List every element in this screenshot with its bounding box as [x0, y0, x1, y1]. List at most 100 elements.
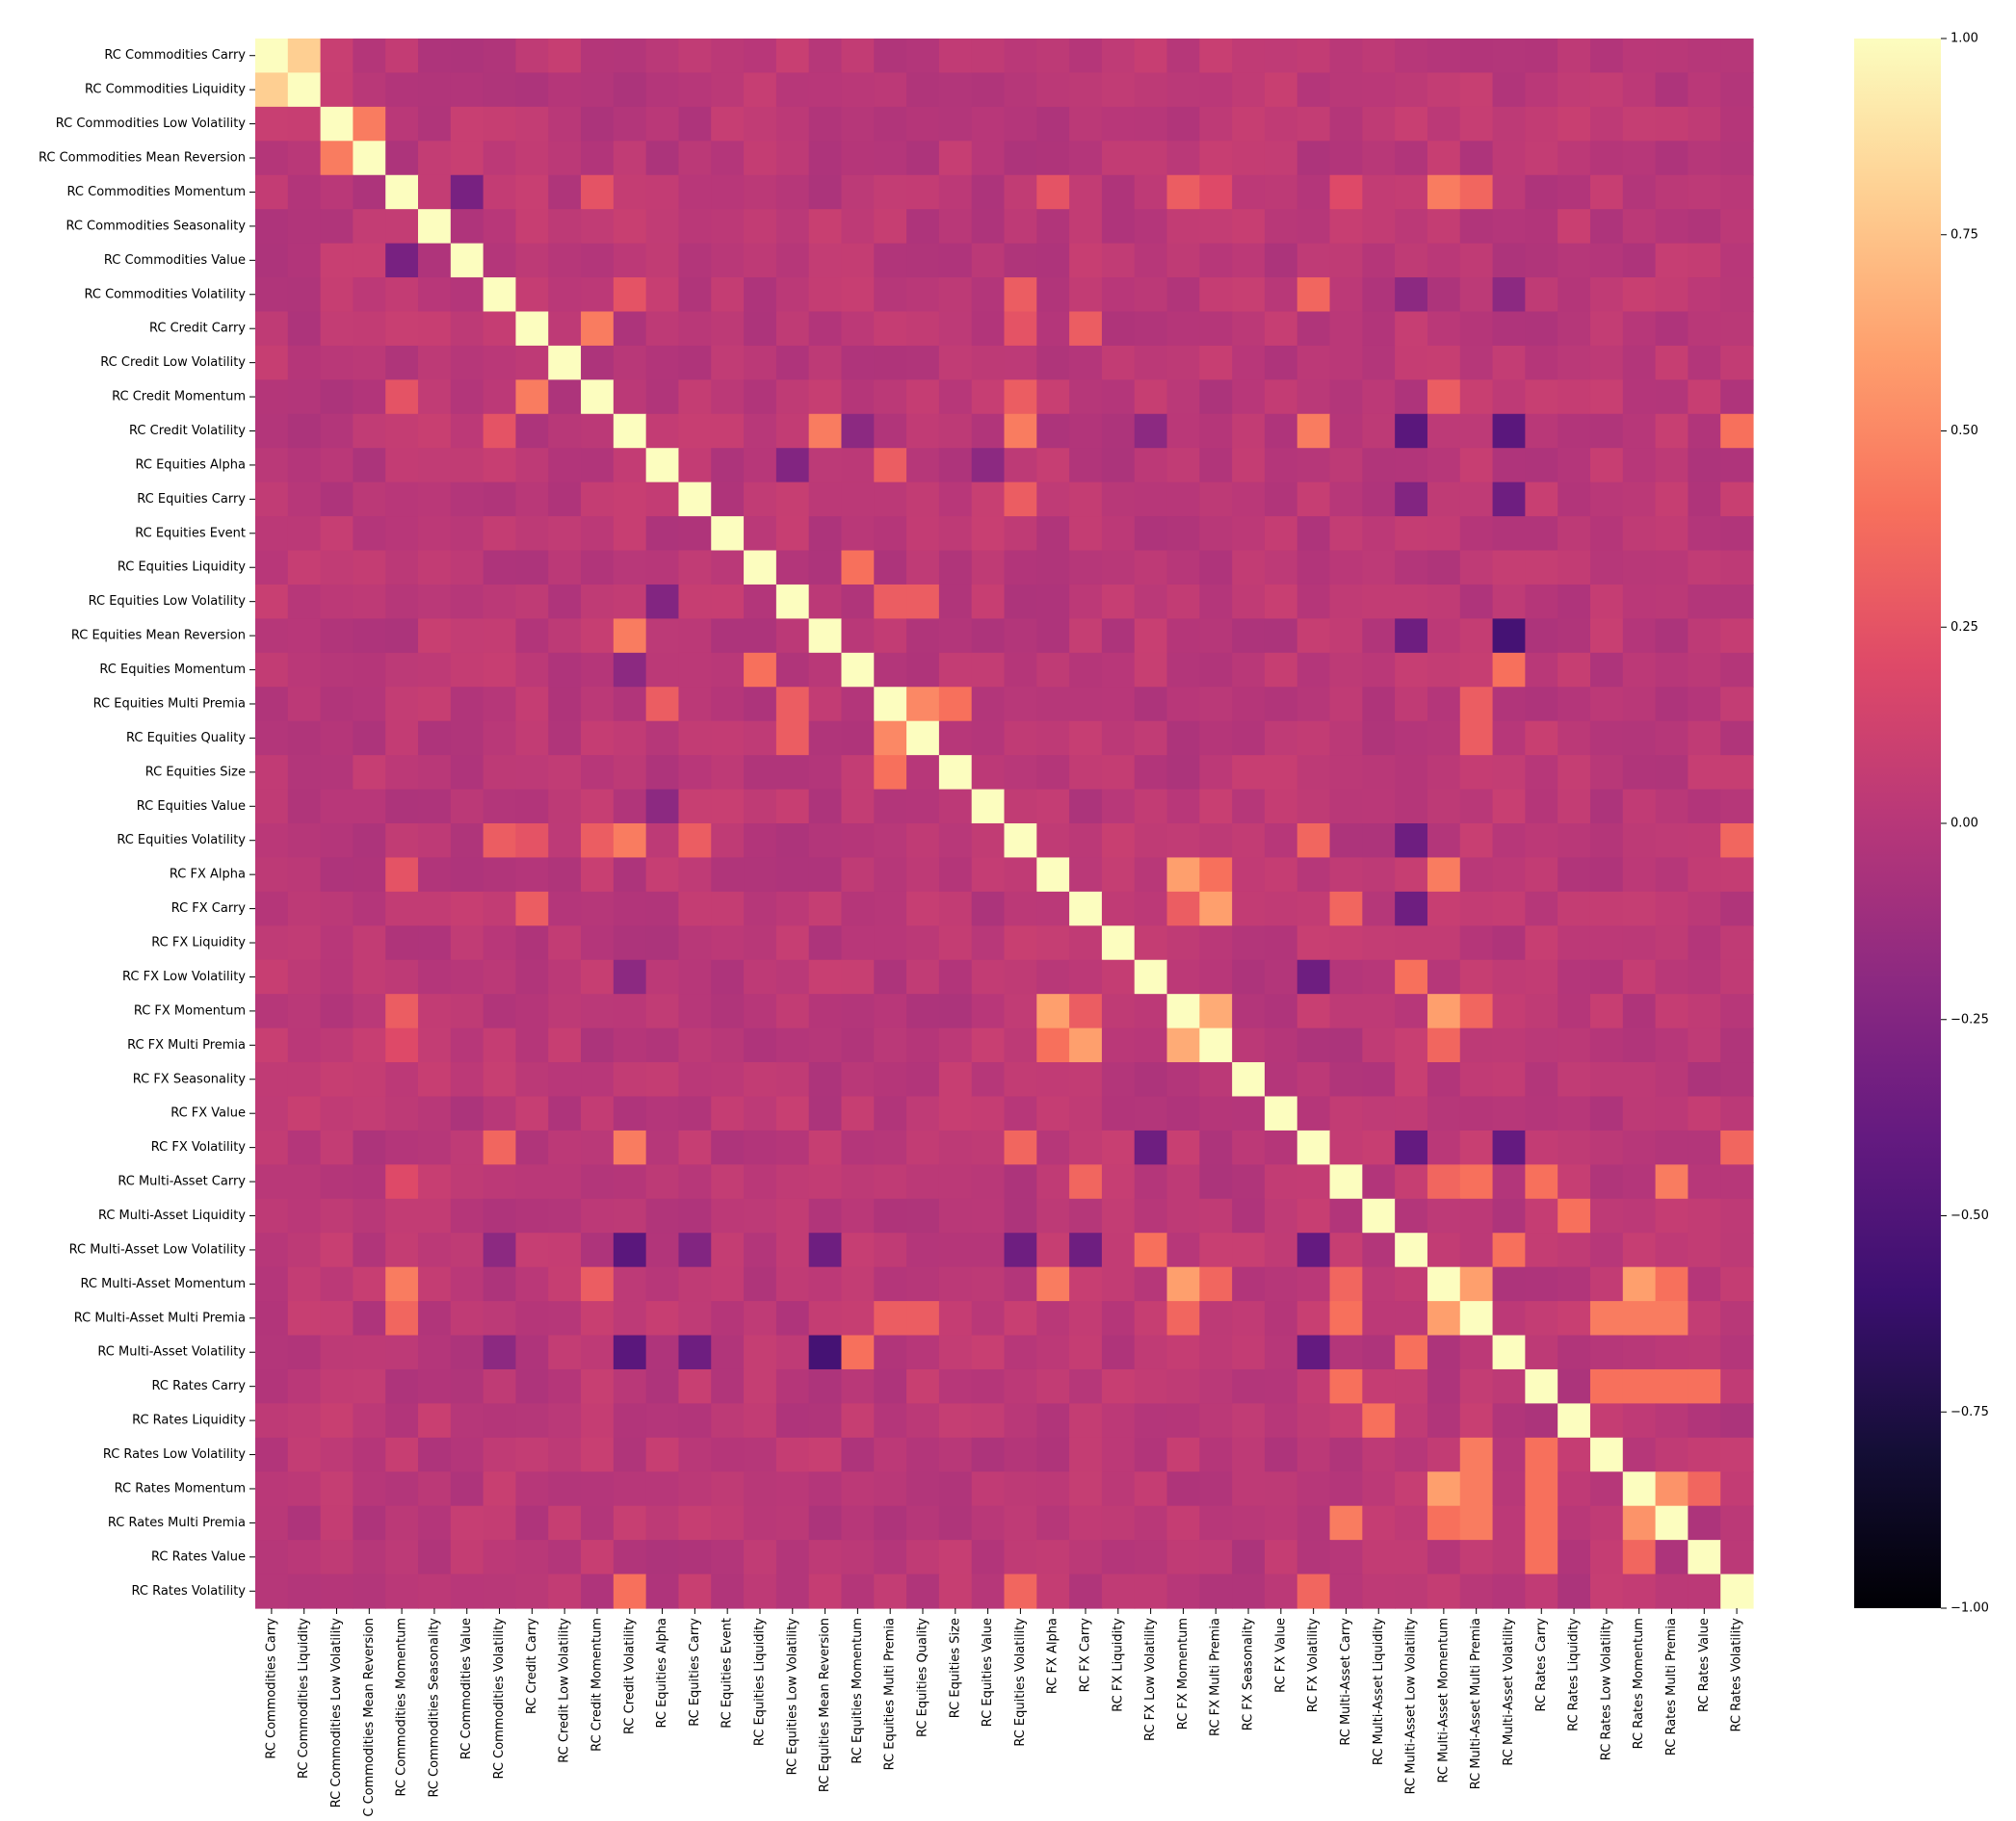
heatmap-cell	[971, 311, 1006, 347]
heatmap-cell	[1525, 1301, 1558, 1337]
heatmap-cell	[1036, 1164, 1070, 1200]
heatmap-cell	[678, 857, 712, 893]
heatmap-cell	[1395, 141, 1428, 176]
heatmap-cell	[1655, 311, 1689, 347]
heatmap-cell	[1069, 1266, 1103, 1302]
heatmap-cell	[938, 959, 973, 995]
heatmap-cell	[1232, 755, 1266, 791]
heatmap-cell	[1199, 174, 1233, 210]
heatmap-cell	[1166, 413, 1200, 449]
heatmap-cell	[775, 345, 810, 380]
heatmap-cell	[1459, 141, 1494, 176]
heatmap-cell	[353, 1266, 386, 1302]
heatmap-cell	[385, 141, 419, 176]
heatmap-cell	[1264, 755, 1298, 791]
heatmap-cell	[1199, 1574, 1233, 1609]
heatmap-cell	[971, 789, 1006, 824]
heatmap-cell	[1101, 448, 1136, 483]
heatmap-cell	[938, 789, 973, 824]
heatmap-cell	[287, 1403, 322, 1439]
heatmap-cell	[450, 345, 484, 380]
colorbar-gradient	[1854, 39, 1941, 1608]
heatmap-cell	[1395, 652, 1428, 688]
heatmap-cell	[1459, 481, 1494, 517]
heatmap-cell	[1622, 1301, 1657, 1337]
heatmap-cell	[581, 687, 615, 722]
heatmap-cell	[1589, 687, 1624, 722]
x-tick-label: RC Credit Low Volatility	[558, 1618, 572, 1763]
heatmap-cell	[1492, 720, 1526, 756]
heatmap-cell	[418, 584, 452, 619]
heatmap-cell	[808, 311, 843, 347]
heatmap-cell	[971, 174, 1006, 210]
heatmap-cell	[1558, 345, 1591, 380]
heatmap-cell	[548, 1233, 582, 1268]
heatmap-cell	[385, 1335, 419, 1370]
heatmap-cell	[1329, 1437, 1363, 1472]
heatmap-cell	[1492, 141, 1526, 176]
heatmap-cell	[1589, 1403, 1624, 1439]
heatmap-cell	[581, 857, 615, 893]
heatmap-cell	[1069, 448, 1103, 483]
heatmap-cell	[450, 959, 484, 995]
heatmap-cell	[775, 106, 810, 142]
heatmap-cell	[1362, 584, 1396, 619]
heatmap-cell	[515, 994, 549, 1029]
heatmap-cell	[1622, 141, 1657, 176]
heatmap-cell	[450, 891, 484, 926]
heatmap-cell	[1427, 1471, 1461, 1507]
heatmap-cell	[1589, 994, 1624, 1029]
y-tick-label: RC Commodities Mean Reversion	[39, 151, 246, 166]
heatmap-cell	[1004, 618, 1037, 654]
heatmap-cell	[255, 243, 289, 278]
heatmap-cell	[711, 1505, 745, 1541]
heatmap-cell	[418, 994, 452, 1029]
heatmap-cell	[1589, 789, 1624, 824]
heatmap-cell	[613, 516, 647, 552]
heatmap-cell	[711, 755, 745, 791]
heatmap-cell	[418, 1130, 452, 1165]
heatmap-cell	[1232, 891, 1266, 926]
heatmap-cell	[1459, 823, 1494, 859]
heatmap-cell	[1296, 516, 1331, 552]
heatmap-cell	[1101, 1574, 1136, 1609]
heatmap-cell	[1525, 720, 1558, 756]
heatmap-cell	[1329, 106, 1363, 142]
heatmap-cell	[418, 1403, 452, 1439]
heatmap-cell	[1622, 1096, 1657, 1132]
heatmap-cell	[418, 1198, 452, 1234]
heatmap-cell	[938, 243, 973, 278]
heatmap-cell	[1296, 584, 1331, 619]
heatmap-cell	[1589, 1574, 1624, 1609]
heatmap-cell	[971, 413, 1006, 449]
y-tick-label: RC Commodities Seasonality	[65, 219, 246, 233]
heatmap-cell	[1134, 959, 1168, 995]
heatmap-cell	[645, 1301, 680, 1337]
heatmap-cell	[1589, 516, 1624, 552]
heatmap-cell	[1004, 755, 1037, 791]
heatmap-cell	[385, 1233, 419, 1268]
heatmap-cell	[385, 1471, 419, 1507]
heatmap-cell	[874, 72, 907, 108]
x-tick-label: RC FX Volatility	[1306, 1618, 1321, 1713]
heatmap-cell	[1069, 1437, 1103, 1472]
heatmap-cell	[1362, 448, 1396, 483]
heatmap-cell	[1036, 789, 1070, 824]
heatmap-cell	[515, 1471, 549, 1507]
heatmap-cell	[841, 1471, 875, 1507]
heatmap-cell	[841, 994, 875, 1029]
heatmap-cell	[287, 687, 322, 722]
heatmap-cell	[1492, 481, 1526, 517]
heatmap-cell	[515, 1130, 549, 1165]
heatmap-cell	[255, 687, 289, 722]
heatmap-cell	[744, 720, 777, 756]
heatmap-cell	[971, 106, 1006, 142]
y-tick-label: RC Commodities Value	[104, 253, 246, 268]
heatmap-cell	[1134, 789, 1168, 824]
heatmap-cell	[450, 516, 484, 552]
heatmap-cell	[1655, 277, 1689, 313]
heatmap-cell	[1296, 345, 1331, 380]
heatmap-cell	[1134, 481, 1168, 517]
heatmap-cell	[1036, 1540, 1070, 1575]
